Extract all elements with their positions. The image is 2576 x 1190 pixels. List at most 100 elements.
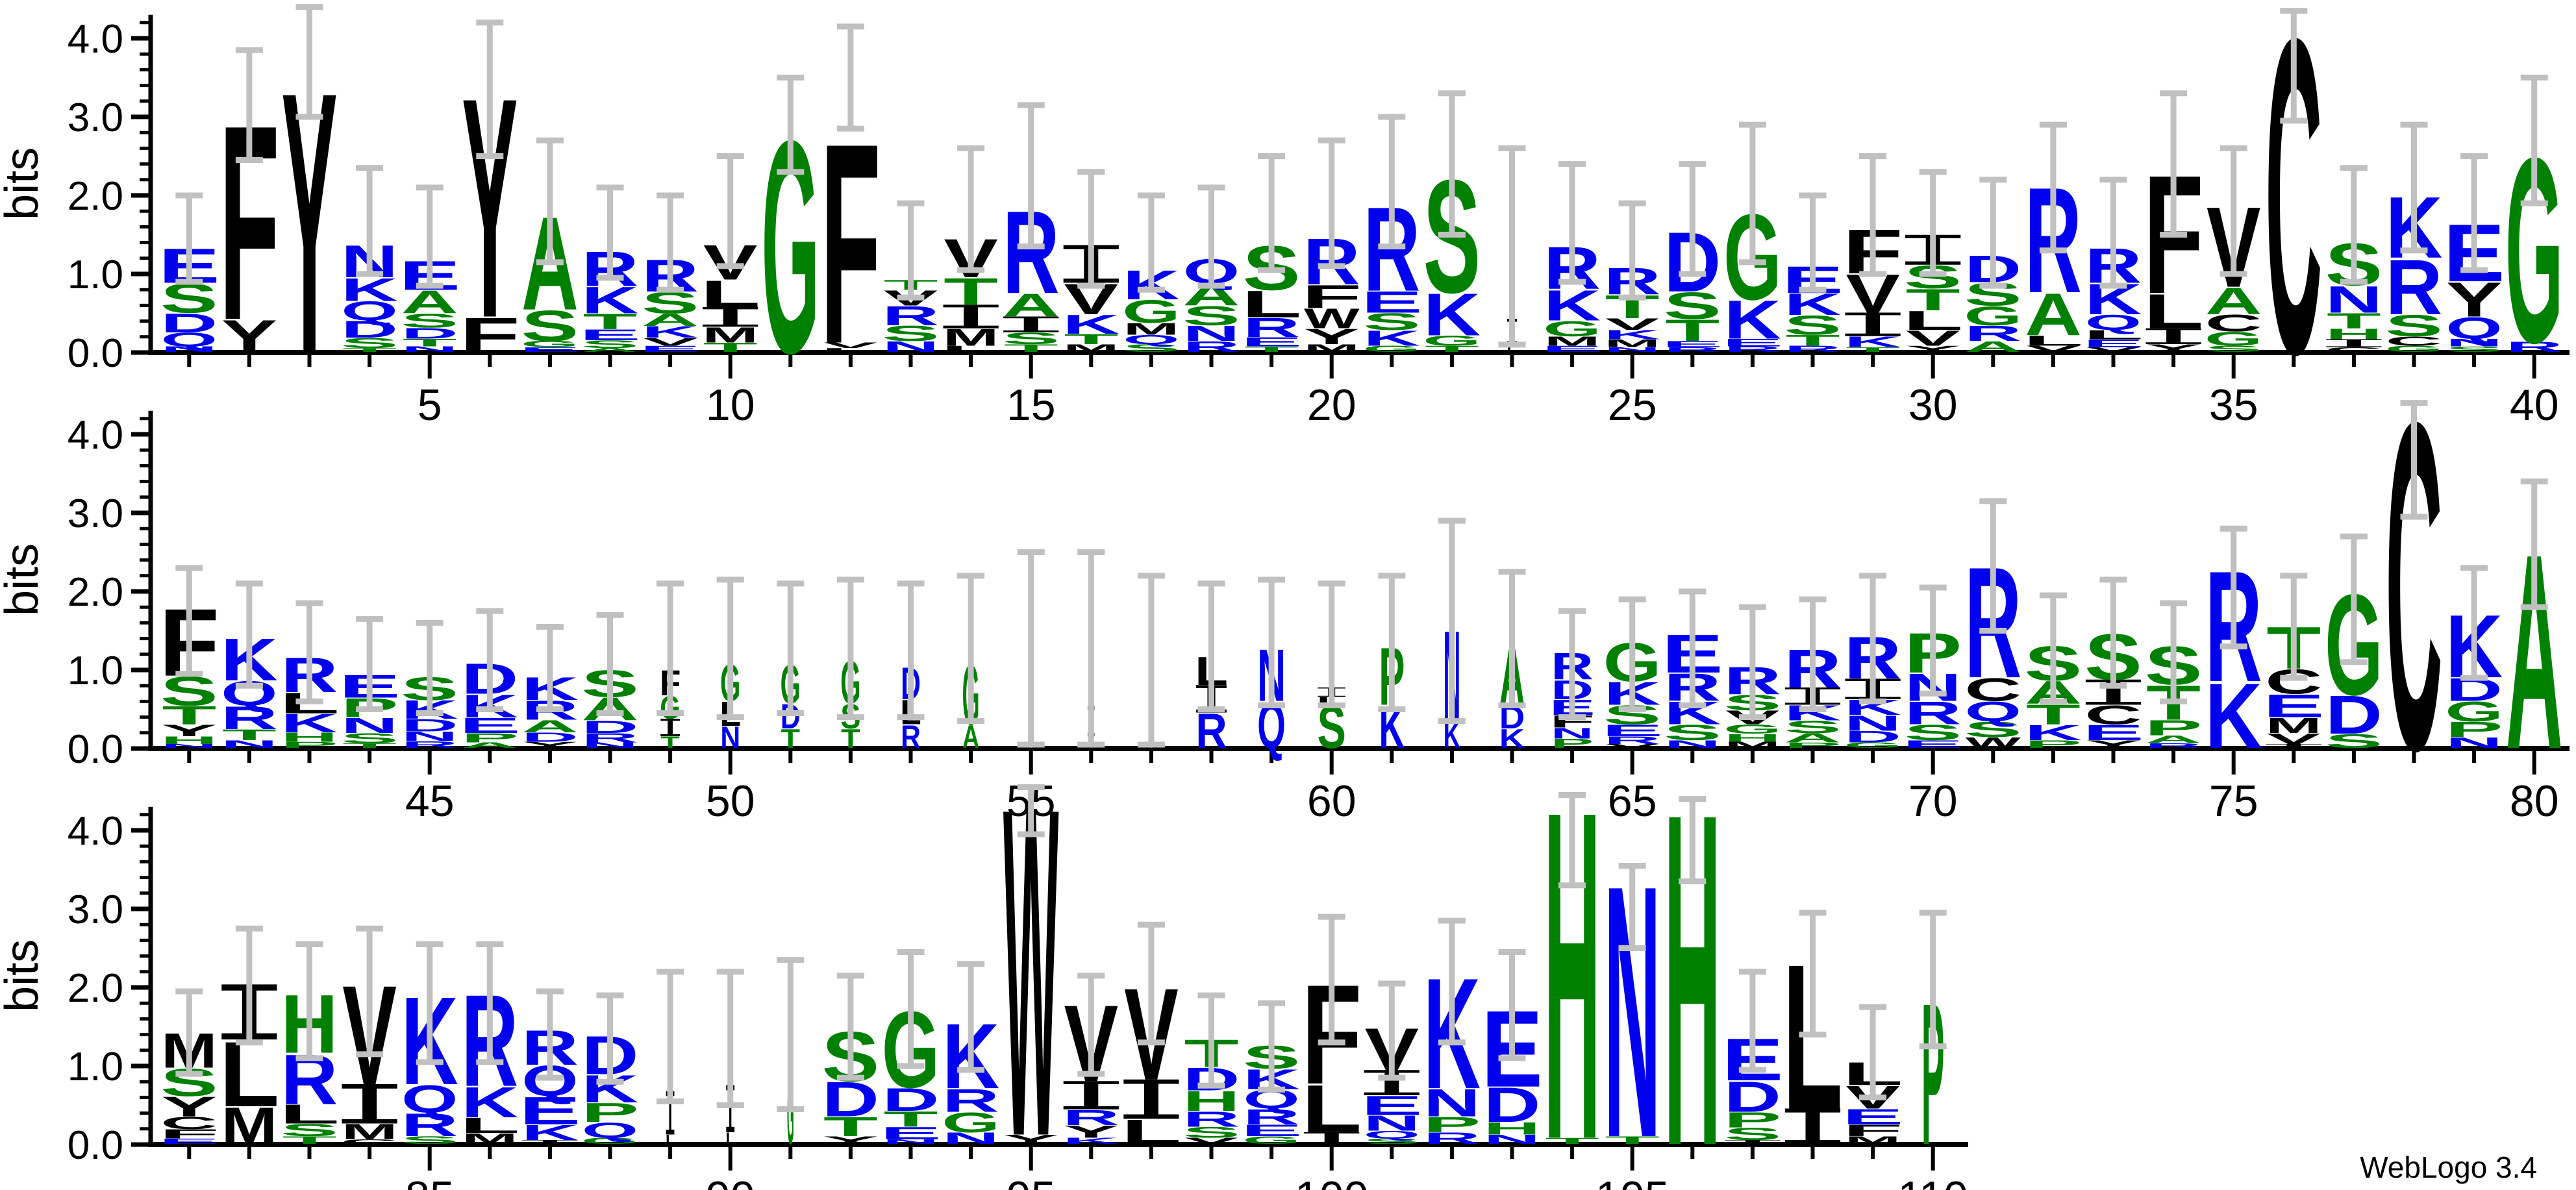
error-bar bbox=[175, 988, 203, 1077]
logo-letter: G bbox=[2445, 696, 2503, 728]
logo-letter: L bbox=[2083, 327, 2144, 341]
logo-letter: P bbox=[1724, 1108, 1782, 1132]
logo-letter: K bbox=[1062, 1136, 1119, 1146]
logo-letter: H bbox=[1544, 713, 1601, 1190]
x-tick-label: 40 bbox=[2510, 380, 2559, 430]
logo-letter: W bbox=[1003, 711, 1059, 1190]
logo-letter: C bbox=[2205, 310, 2262, 337]
logo-letter: Q bbox=[161, 329, 218, 351]
error-bar bbox=[356, 165, 384, 277]
logo-letter: N bbox=[2445, 336, 2503, 349]
logo-letter: R bbox=[2145, 742, 2202, 749]
logo-letter: K bbox=[1062, 310, 1119, 340]
error-bar bbox=[596, 992, 624, 1085]
error-bar bbox=[1919, 910, 1947, 1050]
logo-letter: T bbox=[781, 723, 801, 754]
logo-letter bbox=[1364, 1070, 1419, 1095]
error-bar bbox=[957, 573, 985, 725]
error-bar bbox=[1859, 1004, 1887, 1100]
logo-letter: V bbox=[1906, 326, 1960, 350]
y-tick-label: 0.0 bbox=[68, 331, 123, 376]
error-bar bbox=[1077, 973, 1105, 1077]
x-tick-label: 75 bbox=[2209, 776, 2258, 826]
logo-letter: G bbox=[1543, 316, 1601, 341]
logo-letter: F bbox=[460, 308, 520, 362]
error-bar bbox=[897, 580, 925, 721]
x-tick-label: 60 bbox=[1307, 776, 1357, 826]
error-bar bbox=[1979, 498, 2007, 634]
x-tick-label: 45 bbox=[405, 776, 455, 826]
logo-letter: D bbox=[882, 1082, 940, 1118]
logo-letter: G bbox=[1423, 333, 1481, 349]
error-bar bbox=[2160, 600, 2188, 704]
logo-letter: F bbox=[159, 1126, 219, 1141]
error-bar bbox=[2220, 525, 2247, 650]
logo-letter: Y bbox=[522, 740, 578, 750]
error-bar bbox=[2520, 478, 2548, 610]
logo-letter: E bbox=[640, 344, 701, 354]
logo-letter: Y bbox=[221, 311, 277, 362]
logo-letter: D bbox=[401, 325, 458, 341]
error-bar bbox=[2460, 565, 2488, 681]
logo-letter: N bbox=[1183, 321, 1240, 346]
logo-letter: S bbox=[1784, 717, 1842, 737]
logo-letter: K bbox=[1363, 326, 1420, 351]
error-bar bbox=[1558, 792, 1586, 889]
logo-letter bbox=[1784, 1108, 1841, 1144]
logo-letter bbox=[660, 719, 681, 736]
logo-letter: P bbox=[1551, 736, 1594, 750]
logo-letter: G bbox=[1363, 344, 1421, 354]
logo-letter: N bbox=[401, 345, 458, 354]
y-tick-label: 3.0 bbox=[68, 887, 123, 932]
error-bar bbox=[356, 925, 384, 1058]
logo-letter: L bbox=[460, 1113, 520, 1138]
error-bar bbox=[2340, 533, 2368, 665]
logo-letter: P bbox=[461, 731, 519, 745]
error-bar bbox=[235, 580, 263, 689]
logo-letter: R bbox=[1905, 695, 1962, 731]
logo-letter bbox=[2326, 339, 2382, 347]
logo-letter: L bbox=[1242, 283, 1302, 325]
logo-letter bbox=[2145, 328, 2201, 344]
logo-letter: T bbox=[162, 700, 216, 730]
logo-letter: V bbox=[2026, 344, 2081, 354]
logo-letter: T bbox=[1665, 313, 1719, 347]
error-bar bbox=[1077, 169, 1105, 289]
logo-letter: N bbox=[582, 741, 639, 750]
logo-letter: H bbox=[1484, 1119, 1541, 1138]
logo-letter: Y bbox=[1063, 1122, 1119, 1141]
error-bar bbox=[295, 941, 323, 1061]
logo-letter: D bbox=[521, 730, 579, 744]
logo-letter: N bbox=[2325, 279, 2382, 321]
error-bar bbox=[175, 565, 203, 677]
logo-letter: L bbox=[726, 1130, 735, 1148]
error-bar bbox=[1679, 796, 1707, 885]
error-bar bbox=[2400, 400, 2428, 520]
logo-letter: K bbox=[461, 1078, 518, 1126]
logo-letter: T bbox=[1425, 344, 1479, 354]
logo-letter: S bbox=[1964, 717, 2022, 742]
error-bar bbox=[476, 941, 504, 1065]
logo-letter: A bbox=[962, 719, 979, 755]
logo-letter: E bbox=[1241, 1121, 1303, 1139]
error-bar bbox=[2039, 592, 2067, 704]
logo-letter: L bbox=[2023, 333, 2083, 349]
logo-letter: K bbox=[1844, 334, 1901, 351]
logo-letter: S bbox=[1182, 1124, 1240, 1141]
logo-letter: H bbox=[160, 734, 218, 747]
error-bar bbox=[777, 75, 805, 175]
logo-letter: S bbox=[1363, 1137, 1421, 1145]
logo-letter: M bbox=[221, 1097, 278, 1155]
logo-letter: Q bbox=[1123, 332, 1179, 347]
logo-letter: M bbox=[1845, 1134, 1901, 1147]
logo-letter: S bbox=[1123, 342, 1181, 354]
logo-letter: A bbox=[401, 284, 458, 320]
logo-letter bbox=[342, 1084, 397, 1124]
logo-letter: T bbox=[342, 742, 397, 749]
